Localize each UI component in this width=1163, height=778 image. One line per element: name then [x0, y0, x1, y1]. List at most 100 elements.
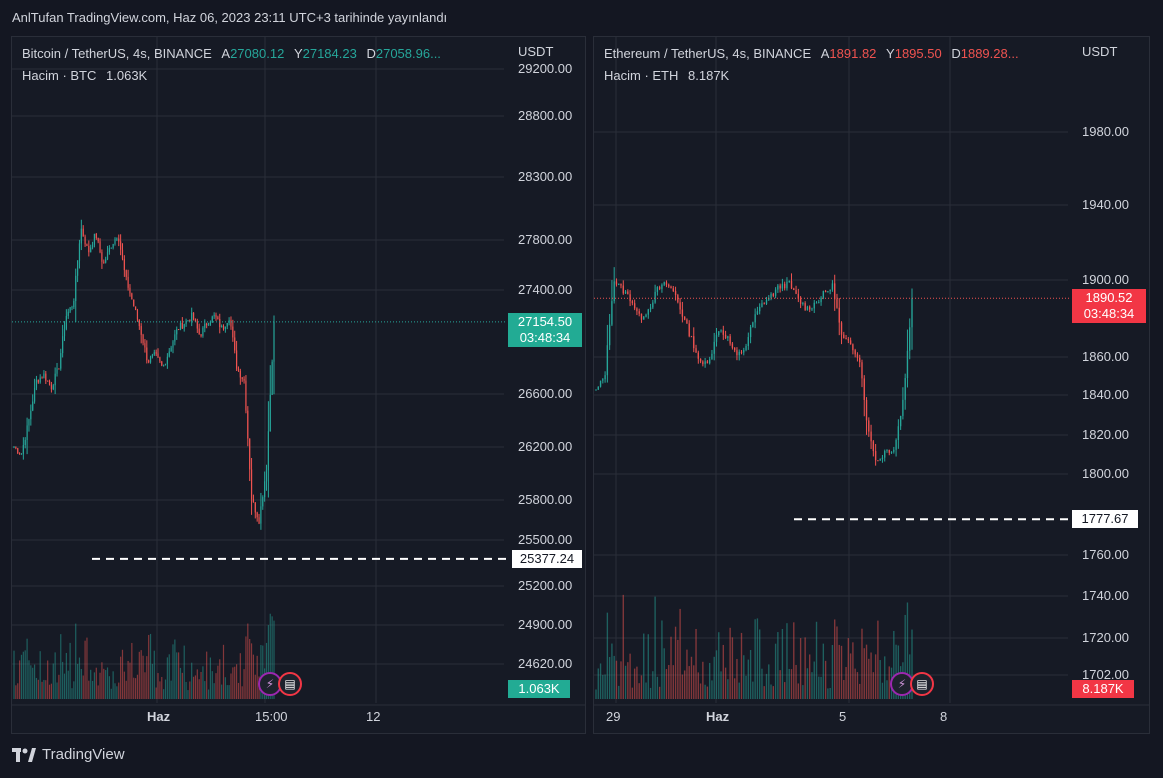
- btc-currency-label[interactable]: USDT: [518, 44, 554, 59]
- btc-chart-pane[interactable]: Bitcoin / TetherUS, 4s, BINANCE A27080.1…: [11, 36, 586, 734]
- candle-body: [91, 244, 94, 248]
- candle-body: [35, 379, 38, 388]
- candle-body: [194, 319, 197, 322]
- candle-body: [262, 497, 264, 507]
- price-tick-label: 28300.00: [518, 169, 573, 184]
- candle-body: [76, 260, 79, 276]
- candle-body: [747, 337, 749, 346]
- candle-body: [78, 243, 81, 261]
- volume-bar: [829, 687, 831, 699]
- btc-chart-canvas[interactable]: [12, 37, 586, 734]
- volume-bar: [13, 650, 15, 699]
- volume-bar: [772, 686, 775, 699]
- candle-body: [26, 425, 28, 440]
- btc-high-label: Y: [293, 46, 303, 61]
- volume-bar: [179, 667, 182, 699]
- volume-bar: [131, 642, 133, 699]
- volume-bar: [633, 668, 636, 699]
- volume-bar: [187, 690, 189, 699]
- us-flag-icon[interactable]: ▤: [910, 672, 934, 696]
- volume-bar: [194, 675, 197, 699]
- volume-bar: [73, 681, 75, 699]
- volume-bar: [226, 685, 228, 699]
- volume-bar: [784, 682, 786, 699]
- volume-bar: [645, 682, 647, 699]
- volume-bar: [702, 661, 704, 699]
- candle-body: [19, 453, 21, 455]
- volume-bar: [868, 658, 870, 699]
- volume-bar: [26, 638, 28, 699]
- candle-body: [724, 334, 727, 339]
- candle-body: [196, 321, 198, 329]
- candle-body: [911, 298, 913, 328]
- candle-body: [674, 291, 677, 296]
- candle-body: [252, 498, 255, 503]
- btc-event-icons[interactable]: ⚡ ▤: [258, 672, 302, 696]
- volume-bar: [811, 672, 813, 699]
- candle-body: [774, 289, 777, 296]
- volume-bar: [106, 667, 109, 699]
- volume-bar: [234, 666, 236, 699]
- candle-body: [854, 350, 856, 355]
- candle-body: [793, 288, 795, 291]
- volume-bar: [204, 681, 206, 699]
- candle-body: [264, 481, 266, 498]
- publish-header: AnlTufan TradingView.com, Haz 06, 2023 2…: [12, 10, 448, 25]
- volume-bar: [752, 681, 754, 699]
- volume-bar: [881, 682, 884, 699]
- volume-bar: [230, 673, 232, 699]
- candle-body: [631, 301, 634, 304]
- candle-body: [604, 375, 606, 380]
- candle-body: [90, 247, 92, 253]
- volume-bar: [813, 661, 815, 699]
- volume-bar: [241, 686, 243, 699]
- volume-bar: [809, 654, 811, 699]
- candle-body: [166, 356, 168, 364]
- candle-body: [663, 282, 665, 285]
- volume-bar: [661, 620, 663, 699]
- volume-bar: [852, 642, 854, 699]
- candle-body: [777, 285, 779, 290]
- volume-bar: [33, 664, 36, 699]
- eth-chart-canvas[interactable]: [594, 37, 1150, 734]
- volume-bar: [795, 664, 797, 699]
- eth-currency-label[interactable]: USDT: [1082, 44, 1118, 59]
- eth-event-icons[interactable]: ⚡ ▤: [890, 672, 934, 696]
- candle-body: [731, 343, 734, 348]
- eth-symbol[interactable]: Ethereum / TetherUS, 4s, BINANCE: [604, 46, 812, 61]
- volume-bar: [636, 666, 638, 699]
- volume-bar: [157, 673, 159, 699]
- volume-bar: [802, 685, 804, 699]
- eth-chart-pane[interactable]: Ethereum / TetherUS, 4s, BINANCE A1891.8…: [593, 36, 1150, 734]
- candle-body: [679, 302, 681, 310]
- time-tick-label: 29: [606, 709, 621, 724]
- volume-bar: [95, 667, 97, 699]
- price-tick-label: 1760.00: [1082, 547, 1129, 562]
- volume-bar: [595, 689, 597, 699]
- candle-body: [729, 336, 731, 344]
- volume-bar: [267, 625, 269, 699]
- volume-bar: [640, 675, 643, 699]
- price-tick-label: 27800.00: [518, 232, 573, 247]
- volume-bar: [874, 654, 877, 699]
- volume-bar: [815, 621, 818, 699]
- us-flag-icon[interactable]: ▤: [278, 672, 302, 696]
- candle-body: [161, 361, 163, 366]
- volume-bar: [15, 685, 17, 699]
- price-tick-label: 24900.00: [518, 617, 573, 632]
- volume-bar: [213, 683, 215, 699]
- volume-bar: [720, 671, 722, 699]
- candle-body: [788, 280, 790, 282]
- volume-bar: [754, 619, 756, 699]
- candle-body: [838, 307, 840, 323]
- price-tick-label: 1840.00: [1082, 387, 1129, 402]
- eth-low-value: 1889.28...: [960, 46, 1019, 61]
- btc-symbol[interactable]: Bitcoin / TetherUS, 4s, BINANCE: [22, 46, 212, 61]
- volume-bar: [133, 677, 135, 699]
- volume-bar: [663, 648, 665, 699]
- volume-bar: [265, 642, 268, 699]
- candle-body: [249, 438, 251, 470]
- volume-bar: [872, 672, 875, 699]
- tradingview-brand[interactable]: TradingView: [12, 746, 125, 763]
- btc-legend: Bitcoin / TetherUS, 4s, BINANCE A27080.1…: [22, 46, 441, 61]
